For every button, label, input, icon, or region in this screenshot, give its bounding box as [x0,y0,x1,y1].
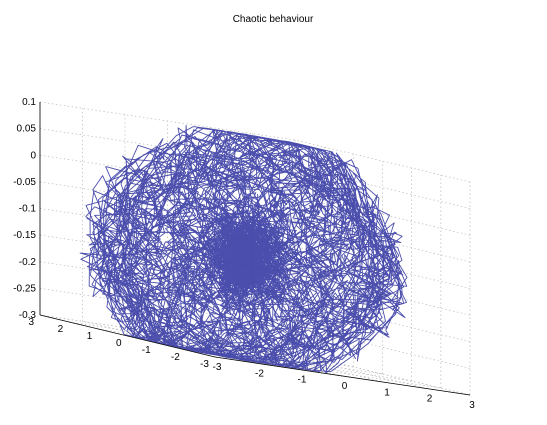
y-tick-label: 0 [116,338,122,349]
y-tick-label: 3 [28,317,34,328]
back-grid-line [39,154,296,194]
y-tick-label: 1 [87,331,93,342]
back-grid-line [39,181,296,221]
z-tick-label: -0.2 [19,257,37,268]
y-tick-label: 2 [58,324,64,335]
z-tick-label: -0.25 [13,283,36,294]
trajectory-series-line [79,124,408,374]
floor-grid-line [69,321,325,361]
x-tick-label: 2 [427,394,433,405]
x-tick-label: 0 [342,381,348,392]
z-tick-label: -0.1 [19,204,37,215]
trajectory-layer [79,124,408,374]
z-tick-label: 0.1 [22,97,36,108]
axis-layer [39,102,471,396]
back-grid-line [39,101,296,141]
z-tick-label: 0.05 [17,124,37,135]
chart-title: Chaotic behaviour [233,14,314,25]
z-tick-label: -0.15 [13,230,36,241]
floor-grid-line [98,328,354,368]
x-tick-label: -1 [298,375,307,386]
y-tick-label: -2 [171,352,180,363]
z-tick-label: -0.05 [13,177,36,188]
x-axis-line [214,356,471,396]
y-tick-labels: -3 -2 -1 0 1 2 3 [28,317,209,370]
floor-grid-line [185,349,441,389]
floor-grid-line [252,346,428,390]
z-tick-label: 0 [30,150,36,161]
y-tick-label: -3 [200,359,209,370]
z-tick-labels: -0.3 -0.25 -0.2 -0.15 -0.1 -0.05 0 0.05 0.1 [13,97,36,321]
x-tick-labels: -3 -2 -1 0 1 2 3 [213,362,476,411]
x-tick-label: 3 [469,400,475,411]
z-tick-label: -0.3 [19,310,37,321]
y-axis-line [39,314,216,358]
back-grid-line [39,288,296,327]
x-tick-label: -2 [255,368,264,379]
y-tick-label: -1 [142,345,151,356]
x-tick-label: -3 [213,362,222,373]
x-tick-label: 1 [384,387,390,398]
